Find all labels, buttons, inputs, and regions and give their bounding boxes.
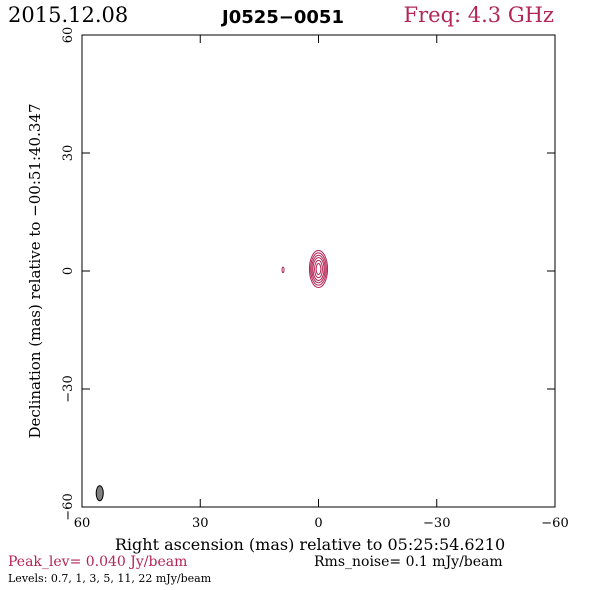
contour-level bbox=[310, 252, 327, 286]
frequency-label: Freq: 4.3 GHz bbox=[403, 3, 554, 27]
contour-level bbox=[312, 257, 325, 281]
rms-noise: Rms_noise= 0.1 mJy/beam bbox=[314, 554, 503, 570]
x-tick-label: 30 bbox=[192, 516, 209, 531]
y-axis-label: Declination (mas) relative to −00:51:40.… bbox=[26, 103, 44, 438]
source-contours bbox=[281, 250, 329, 289]
contour-level bbox=[308, 250, 329, 289]
beam-group bbox=[95, 485, 104, 502]
secondary-contour bbox=[281, 266, 285, 274]
y-tick-label: 30 bbox=[61, 145, 76, 162]
x-tick-label: −30 bbox=[423, 516, 450, 531]
plot-frame bbox=[81, 34, 556, 508]
y-tick-label: −30 bbox=[61, 375, 76, 402]
x-axis-label: Right ascension (mas) relative to 05:25:… bbox=[115, 535, 505, 554]
beam-ellipse bbox=[95, 485, 104, 502]
axis-ticks bbox=[81, 34, 556, 508]
x-tick-label: 0 bbox=[314, 516, 322, 531]
observation-date: 2015.12.08 bbox=[8, 3, 129, 27]
y-tick-label: −60 bbox=[61, 493, 76, 520]
y-tick-label: 60 bbox=[61, 27, 76, 44]
x-tick-label: 60 bbox=[74, 516, 91, 531]
contour-levels: Levels: 0.7, 1, 3, 5, 11, 22 mJy/beam bbox=[8, 572, 212, 585]
peak-level: Peak_lev= 0.040 Jy/beam bbox=[8, 554, 188, 570]
contour-level bbox=[314, 259, 323, 279]
y-tick-label: 0 bbox=[61, 267, 76, 275]
source-name: J0525−0051 bbox=[222, 7, 344, 28]
contour-level bbox=[311, 254, 326, 284]
contour-level bbox=[315, 263, 322, 276]
x-tick-label: −60 bbox=[541, 516, 568, 531]
